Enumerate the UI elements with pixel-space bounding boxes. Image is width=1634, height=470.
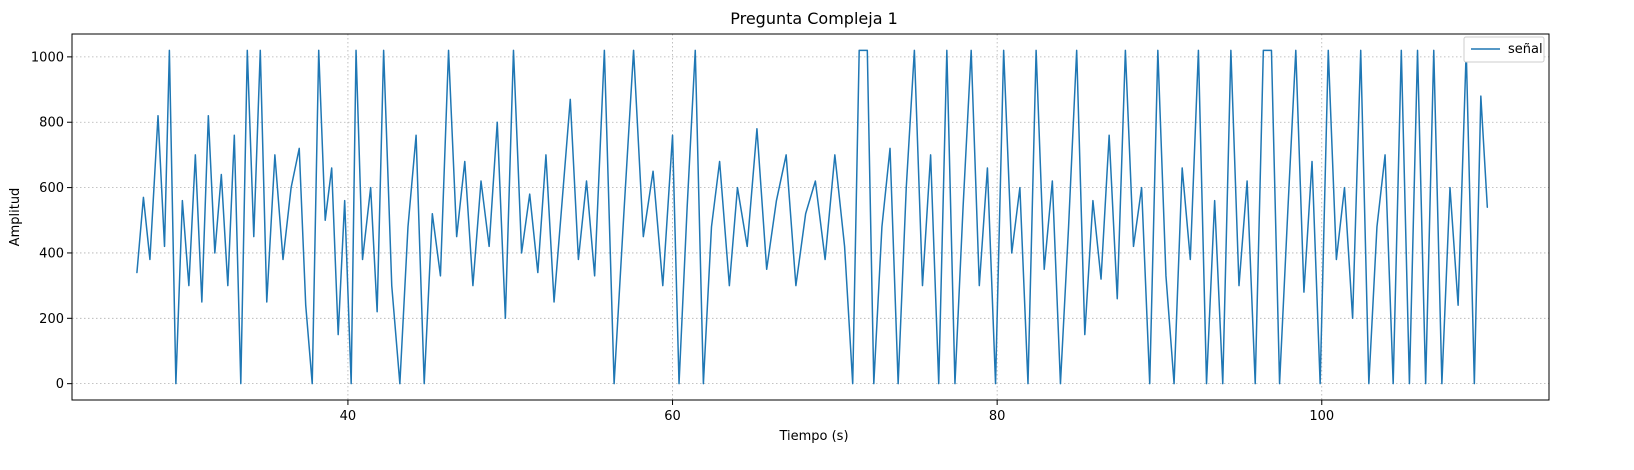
y-tick-label: 400 xyxy=(39,246,64,261)
x-tick-label: 100 xyxy=(1309,409,1334,424)
legend-label-senal: señal xyxy=(1508,42,1543,57)
y-tick-label: 0 xyxy=(56,377,64,392)
y-tick-label: 1000 xyxy=(31,50,64,65)
y-tick-label: 800 xyxy=(39,116,64,131)
x-tick-label: 80 xyxy=(989,409,1006,424)
y-tick-label: 600 xyxy=(39,181,64,196)
plot-area-frame xyxy=(71,33,1550,401)
y-tick-label: 200 xyxy=(39,312,64,327)
signal-line xyxy=(136,49,1489,385)
legend: señal xyxy=(1463,36,1545,63)
chart-title: Pregunta Compleja 1 xyxy=(730,9,898,28)
y-axis-label: Amplitud xyxy=(8,188,23,247)
legend-box xyxy=(1463,36,1545,63)
x-axis-label: Tiempo (s) xyxy=(778,429,848,444)
x-tick-label: 60 xyxy=(664,409,681,424)
x-tick-label: 40 xyxy=(340,409,357,424)
